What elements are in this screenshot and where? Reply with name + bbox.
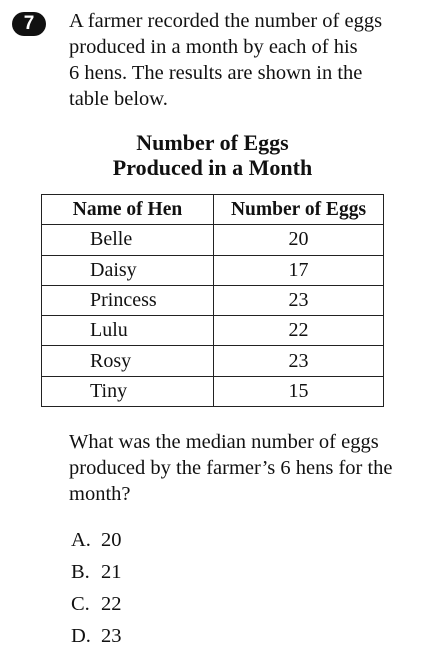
- answer-choice-d[interactable]: D. 23: [71, 623, 122, 649]
- choice-letter: C.: [71, 593, 90, 615]
- egg-count-cell: 15: [213, 375, 384, 408]
- egg-count-cell: 22: [213, 315, 384, 347]
- stem-line: A farmer recorded the number of eggs: [69, 10, 383, 32]
- hen-name-cell: Tiny: [41, 375, 214, 408]
- choice-value: 21: [101, 561, 122, 583]
- egg-count-cell: 20: [213, 224, 384, 256]
- hen-name-cell: Princess: [41, 284, 214, 317]
- choice-letter: D.: [71, 625, 91, 647]
- choice-value: 23: [101, 625, 122, 647]
- hen-name-cell: Rosy: [41, 345, 214, 377]
- question-text: What was the median number of eggs produ…: [69, 429, 419, 507]
- stem-line: 6 hens. The results are shown in the: [69, 62, 363, 84]
- answer-choice-a[interactable]: A. 20: [71, 527, 122, 553]
- choice-letter: B.: [71, 561, 90, 583]
- egg-count-cell: 23: [213, 345, 384, 377]
- table-title-line: Produced in a Month: [112, 155, 313, 180]
- eggs-table: Name of Hen Number of Eggs Belle 20 Dais…: [41, 193, 384, 408]
- question-line: What was the median number of eggs: [69, 431, 379, 453]
- table-row: Rosy 23: [41, 345, 384, 377]
- table-header-row: Name of Hen Number of Eggs: [41, 193, 384, 226]
- header-name-of-hen: Name of Hen: [41, 193, 214, 226]
- answer-choice-c[interactable]: C. 22: [71, 591, 122, 617]
- choice-value: 20: [101, 529, 122, 551]
- header-number-of-eggs: Number of Eggs: [213, 193, 384, 226]
- table-title-line: Number of Eggs: [136, 130, 289, 155]
- question-stem: A farmer recorded the number of eggs pro…: [69, 8, 419, 112]
- question-number-badge: 7: [12, 12, 46, 36]
- table-row: Tiny 15: [41, 375, 384, 408]
- question-line: month?: [69, 483, 131, 505]
- hen-name-cell: Belle: [41, 224, 214, 256]
- question-line: produced by the farmer’s 6 hens for the: [69, 457, 393, 479]
- hen-name-cell: Lulu: [41, 315, 214, 347]
- table-row: Princess 23: [41, 284, 384, 317]
- table-row: Daisy 17: [41, 254, 384, 286]
- table-row: Lulu 22: [41, 315, 384, 347]
- egg-count-cell: 17: [213, 254, 384, 286]
- answer-choice-b[interactable]: B. 21: [71, 559, 122, 585]
- stem-line: table below.: [69, 88, 168, 110]
- table-row: Belle 20: [41, 224, 384, 256]
- choice-letter: A.: [71, 529, 91, 551]
- egg-count-cell: 23: [213, 284, 384, 317]
- hen-name-cell: Daisy: [41, 254, 214, 286]
- choice-value: 22: [101, 593, 122, 615]
- stem-line: produced in a month by each of his: [69, 36, 358, 58]
